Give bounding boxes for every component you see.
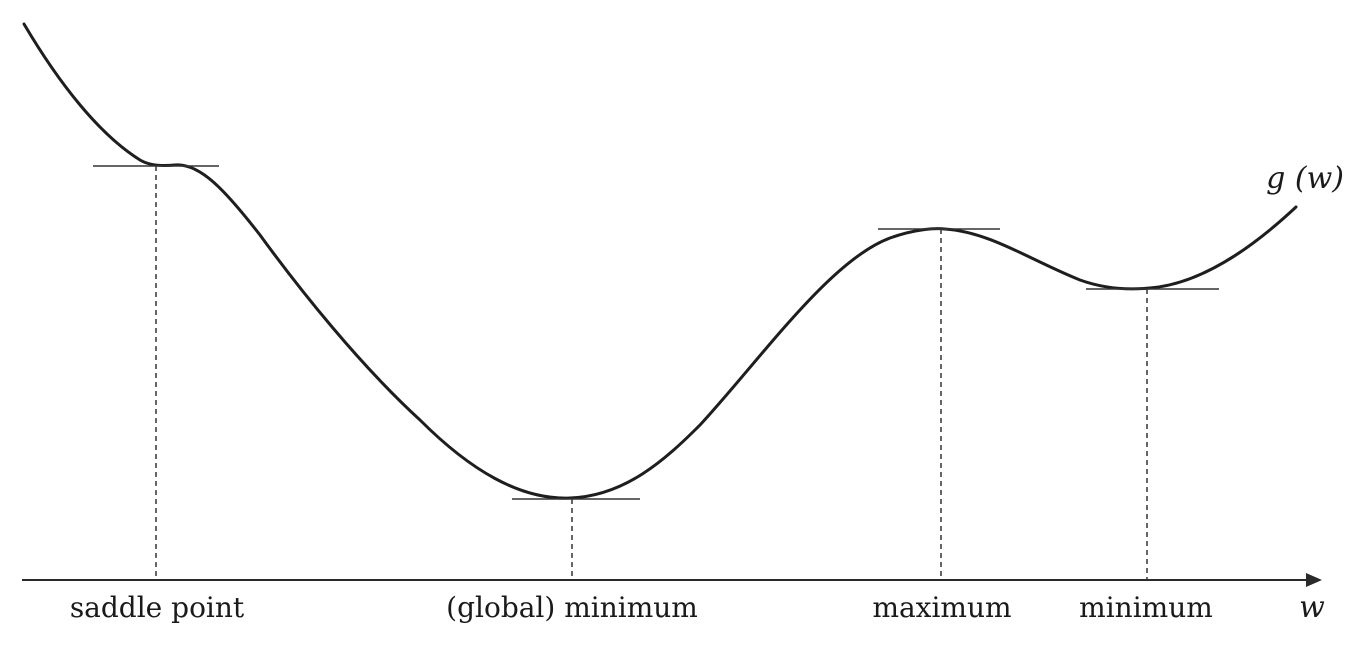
axis-label-w: w bbox=[1299, 590, 1325, 625]
curve-label-g-of-w: g (w) bbox=[1266, 161, 1344, 196]
w-axis-arrowhead bbox=[1306, 573, 1322, 587]
saddle-point-label: saddle point bbox=[70, 591, 245, 624]
maximum-label: maximum bbox=[872, 591, 1011, 624]
global-minimum-label: (global) minimum bbox=[446, 591, 698, 624]
function-curve bbox=[22, 22, 1298, 500]
local-minimum-label: minimum bbox=[1079, 591, 1213, 624]
